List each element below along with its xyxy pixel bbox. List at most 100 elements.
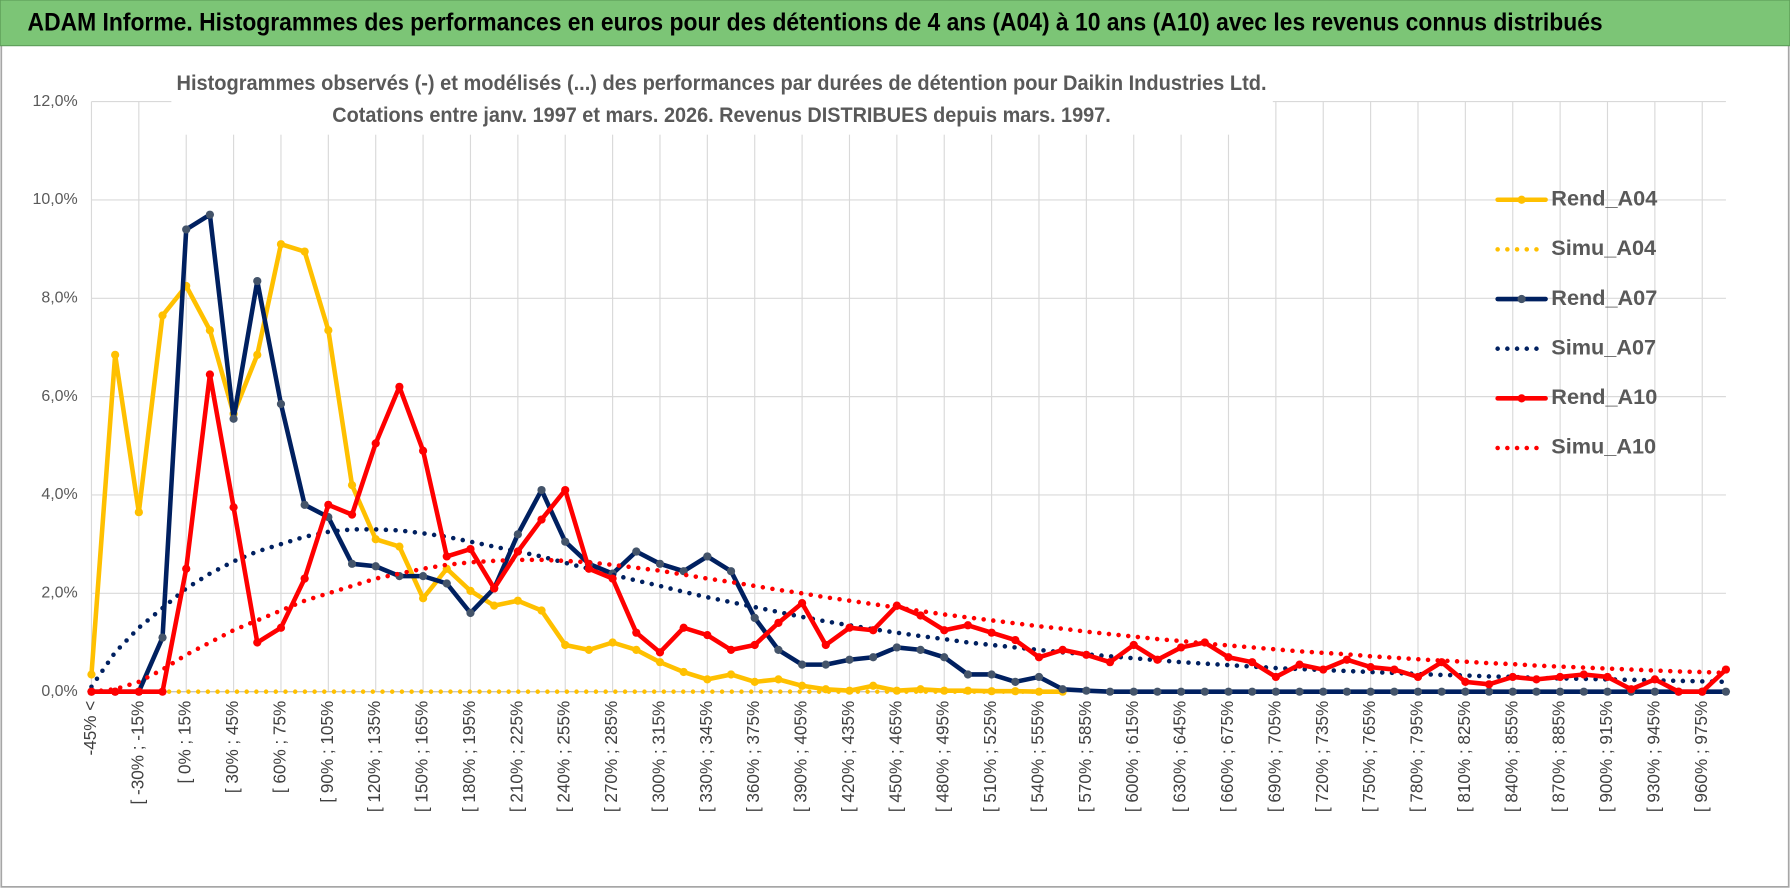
series-marker xyxy=(1295,660,1304,669)
series-marker xyxy=(632,628,641,637)
series-marker xyxy=(1200,687,1209,696)
x-tick-label: [ 300% ; 315% xyxy=(649,701,668,812)
legend-label: Simu_A10 xyxy=(1551,434,1656,459)
series-marker xyxy=(205,370,215,379)
series-marker xyxy=(300,500,309,509)
x-tick-label: [ 780% ; 795% xyxy=(1408,701,1427,812)
series-marker xyxy=(1721,687,1731,696)
series-marker xyxy=(869,653,878,662)
x-tick-label: [ 480% ; 495% xyxy=(934,701,953,812)
series-marker xyxy=(726,645,736,654)
legend-label: Rend_A07 xyxy=(1551,285,1657,310)
legend-marker xyxy=(1517,394,1526,403)
series-marker xyxy=(347,510,357,519)
series-marker xyxy=(347,559,357,568)
series-marker xyxy=(774,645,783,654)
series-marker xyxy=(916,611,925,620)
series-marker xyxy=(608,574,617,583)
y-tick-label: 0,0% xyxy=(41,683,77,700)
series-marker xyxy=(253,638,262,647)
y-tick-label: 6,0% xyxy=(41,388,77,405)
x-tick-label: -45% < xyxy=(81,701,100,756)
series-marker xyxy=(632,547,641,556)
series-marker xyxy=(750,640,759,650)
series-marker xyxy=(1224,687,1233,696)
series-marker xyxy=(1034,687,1044,696)
series-marker xyxy=(940,626,949,635)
series-marker xyxy=(276,623,286,632)
series-marker xyxy=(750,677,759,686)
x-tick-label: [ 210% ; 225% xyxy=(507,701,526,812)
series-marker xyxy=(253,350,262,359)
series-marker xyxy=(1366,687,1375,696)
series-marker xyxy=(1082,650,1091,659)
series-marker xyxy=(797,660,807,669)
series-marker xyxy=(371,562,380,571)
series-marker xyxy=(513,547,522,556)
y-tick-label: 4,0% xyxy=(41,486,77,503)
series-marker xyxy=(821,660,830,669)
series-marker xyxy=(1319,665,1328,674)
series-marker xyxy=(229,414,238,423)
series-marker xyxy=(1153,687,1162,696)
x-tick-label: [ 900% ; 915% xyxy=(1597,701,1616,812)
legend-label: Simu_A07 xyxy=(1551,334,1656,359)
series-marker xyxy=(134,508,143,517)
x-tick-label: [ 600% ; 615% xyxy=(1123,701,1142,812)
series-marker xyxy=(1556,687,1565,696)
legend-label: Rend_A04 xyxy=(1551,185,1657,210)
x-tick-label: [ 90% ; 105% xyxy=(318,701,337,803)
x-tick-label: [ 360% ; 375% xyxy=(744,701,763,812)
series-marker xyxy=(513,530,522,539)
x-tick-label: [ 240% ; 255% xyxy=(555,701,574,812)
series-marker xyxy=(158,311,167,320)
series-marker xyxy=(726,670,736,679)
x-tick-label: [ 420% ; 435% xyxy=(839,701,858,812)
series-marker xyxy=(987,670,996,679)
series-marker xyxy=(774,675,783,684)
series-marker xyxy=(1319,687,1328,696)
series-marker xyxy=(1579,670,1588,679)
series-marker xyxy=(1248,687,1257,696)
series-marker xyxy=(584,645,594,654)
series-marker xyxy=(679,623,688,632)
series-marker xyxy=(703,631,712,640)
series-marker xyxy=(1532,675,1541,684)
series-marker xyxy=(1650,675,1659,684)
series-marker xyxy=(1082,686,1091,695)
series-marker xyxy=(1461,687,1470,696)
series-marker xyxy=(466,608,475,618)
series-marker xyxy=(395,542,404,551)
series-marker xyxy=(537,515,546,524)
series-marker xyxy=(1034,653,1044,662)
series-marker xyxy=(1058,685,1067,694)
series-marker xyxy=(1461,677,1470,686)
series-marker xyxy=(466,586,475,595)
series-marker xyxy=(1413,687,1423,696)
series-line xyxy=(89,372,1729,694)
y-tick-label: 8,0% xyxy=(41,290,77,307)
series-marker xyxy=(774,618,783,627)
header-bar xyxy=(0,0,1790,47)
series-marker xyxy=(1105,658,1115,667)
series-marker xyxy=(276,240,286,249)
series-marker xyxy=(371,439,380,448)
series-marker xyxy=(1579,687,1588,696)
series-marker xyxy=(821,640,830,650)
series-marker xyxy=(869,681,878,690)
series-marker xyxy=(797,599,807,608)
series-marker xyxy=(1295,687,1304,696)
series-marker xyxy=(1271,672,1280,682)
series-marker xyxy=(1603,672,1612,682)
x-tick-label: [ 810% ; 825% xyxy=(1455,701,1474,812)
series-marker xyxy=(963,621,973,630)
series-marker xyxy=(1484,680,1494,689)
series-marker xyxy=(845,623,854,632)
legend-marker xyxy=(1517,294,1526,304)
series-marker xyxy=(1129,640,1138,650)
series-marker xyxy=(916,685,925,694)
series-marker xyxy=(679,667,688,677)
series-marker xyxy=(418,572,428,581)
series-marker xyxy=(1248,658,1257,667)
